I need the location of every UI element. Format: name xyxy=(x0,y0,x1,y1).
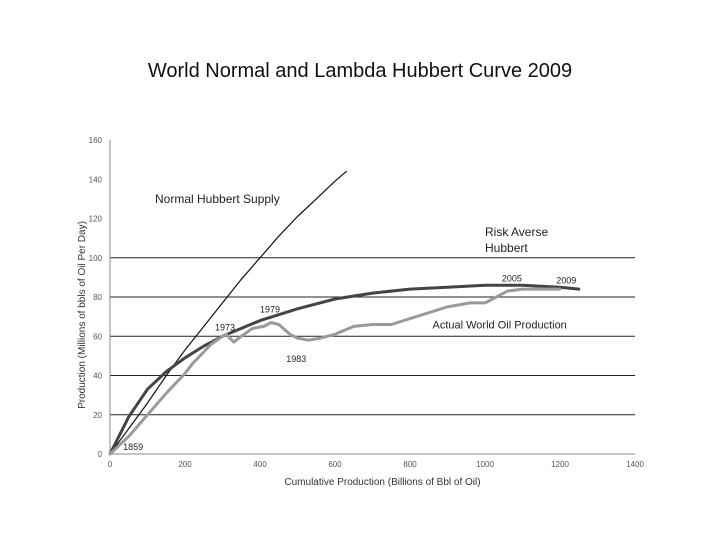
series-line-normal-hubbert-supply xyxy=(109,170,347,455)
annotation-label: Risk Averse xyxy=(485,225,548,239)
annotation-label: 2009 xyxy=(556,275,576,285)
y-tick-label: 40 xyxy=(93,372,102,381)
y-tick-label: 0 xyxy=(98,450,103,459)
annotation-label: Normal Hubbert Supply xyxy=(155,192,280,206)
annotation-label: 1979 xyxy=(260,305,280,315)
y-tick-label: 100 xyxy=(89,254,103,263)
y-tick-label: 80 xyxy=(93,293,102,302)
annotation-label: 2005 xyxy=(502,273,522,283)
series-line-risk-averse-hubbert xyxy=(108,283,581,456)
series-line-actual-world-oil-production xyxy=(108,287,562,456)
y-tick-label: 160 xyxy=(89,136,103,145)
chart-title: World Normal and Lambda Hubbert Curve 20… xyxy=(147,60,573,82)
y-axis-label: Production (Millions of bbls of Oil Per … xyxy=(77,221,88,409)
y-tick-label: 140 xyxy=(89,175,103,184)
x-tick-label: 1400 xyxy=(626,460,644,469)
x-tick-label: 1000 xyxy=(476,460,494,469)
x-tick-label: 1200 xyxy=(551,460,569,469)
annotation-label: Actual World Oil Production xyxy=(433,319,567,331)
x-tick-label: 400 xyxy=(253,460,267,469)
annotation-label: 1973 xyxy=(215,322,235,332)
y-tick-label: 120 xyxy=(89,215,103,224)
x-tick-label: 200 xyxy=(178,460,192,469)
x-tick-label: 600 xyxy=(328,460,342,469)
annotation-label: 1983 xyxy=(286,354,306,364)
x-tick-label: 800 xyxy=(403,460,417,469)
annotation-label: 1859 xyxy=(123,442,143,452)
y-tick-label: 20 xyxy=(93,411,102,420)
x-tick-label: 0 xyxy=(108,460,113,469)
annotation-label: Hubbert xyxy=(485,241,528,255)
y-tick-label: 60 xyxy=(93,332,102,341)
x-axis-label: Cumulative Production (Billions of Bbl o… xyxy=(284,477,480,488)
